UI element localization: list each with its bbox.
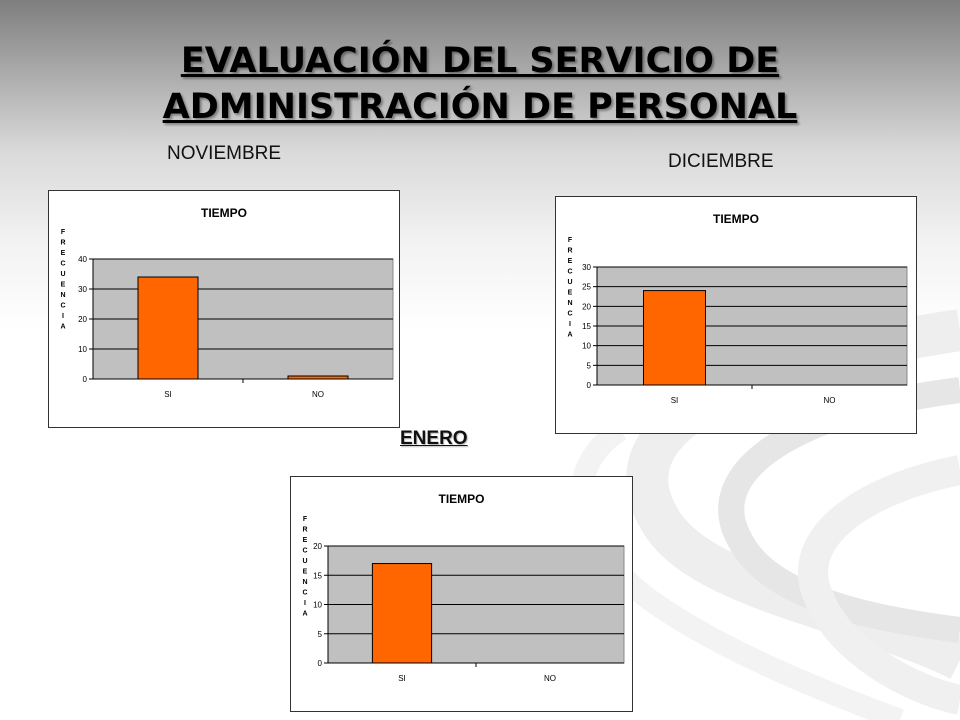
month-label-diciembre: DICIEMBRE	[668, 151, 774, 172]
y-tick-label: 0	[587, 381, 592, 390]
chart-title: TIEMPO	[438, 492, 484, 506]
y-tick-label: 15	[582, 322, 591, 331]
y-axis-label-letter: A	[60, 324, 65, 331]
chart-title: TIEMPO	[201, 206, 247, 220]
bar-si	[137, 276, 199, 380]
x-tick-label: SI	[164, 390, 172, 399]
y-tick-label: 0	[83, 375, 88, 384]
y-axis-label-letter: R	[302, 527, 307, 534]
y-axis-label-letter: N	[302, 579, 307, 586]
y-tick-label: 20	[582, 302, 591, 311]
y-axis-label-letter: E	[303, 537, 308, 544]
y-tick-label: 30	[582, 263, 591, 272]
y-axis-label-letter: R	[60, 240, 65, 247]
month-label-enero: ENERO	[400, 428, 468, 449]
bar-no	[287, 375, 349, 380]
x-tick-label: SI	[671, 396, 679, 405]
y-tick-label: 0	[318, 659, 323, 668]
chart-enero: TIEMPO 0 5 10 15 20 SI NO F R E C U E N C I A	[290, 476, 633, 712]
y-axis-label-letter: A	[567, 332, 572, 339]
y-axis-label-letter: I	[569, 321, 571, 328]
y-tick-label: 10	[313, 601, 322, 610]
y-tick-label: 25	[582, 283, 591, 292]
y-axis-label-letter: N	[60, 292, 65, 299]
y-axis-label-letter: F	[568, 237, 573, 244]
page-title-line-2: ADMINISTRACIÓN DE PERSONAL	[162, 87, 798, 127]
y-axis-label-letter: U	[60, 271, 65, 278]
bar-si	[371, 563, 433, 664]
y-tick-label: 20	[78, 315, 87, 324]
y-axis-label-letter: I	[304, 600, 306, 607]
y-axis-label-letter: C	[302, 590, 307, 597]
y-axis-label-letter: U	[302, 558, 307, 565]
y-axis-label-letter: E	[61, 282, 66, 289]
y-tick-label: 30	[78, 285, 87, 294]
y-axis-label-letter: C	[60, 303, 65, 310]
y-axis-label-letter: F	[303, 516, 308, 523]
y-tick-label: 15	[313, 571, 322, 580]
x-tick-label: SI	[398, 674, 406, 683]
y-axis-label-letter: I	[62, 313, 64, 320]
x-tick-label: NO	[824, 396, 836, 405]
y-axis-label-letter: C	[60, 261, 65, 268]
y-axis-label-letter: C	[567, 311, 572, 318]
y-tick-label: 10	[582, 342, 591, 351]
y-axis-label-letter: A	[302, 611, 307, 618]
y-tick-label: 10	[78, 345, 87, 354]
y-axis-label-letter: C	[302, 548, 307, 555]
y-axis-label-letter: R	[567, 248, 572, 255]
y-axis-label-letter: E	[303, 569, 308, 576]
y-axis-label-letter: E	[568, 290, 573, 297]
x-tick-label: NO	[312, 390, 324, 399]
y-tick-label: 5	[587, 361, 592, 370]
chart-noviembre: TIEMPO 0 10 20 30 40 SI NO F R E C U E N C I A	[48, 190, 400, 428]
bar-si	[643, 290, 706, 386]
x-tick-label: NO	[544, 674, 556, 683]
y-tick-label: 20	[313, 542, 322, 551]
y-axis-label-letter: E	[61, 250, 66, 257]
page-title: EVALUACIÓN DEL SERVICIO DE ADMINISTRACIÓ…	[0, 38, 960, 130]
page-title-line-1: EVALUACIÓN DEL SERVICIO DE	[180, 41, 780, 81]
y-tick-label: 5	[318, 630, 323, 639]
chart-diciembre: TIEMPO 0 5 10 15 20 25 30 SI NO F R E C U E N C I A	[555, 196, 917, 434]
month-label-noviembre: NOVIEMBRE	[167, 143, 282, 164]
y-axis-label-letter: U	[567, 279, 572, 286]
y-axis-label-letter: C	[567, 269, 572, 276]
y-axis-label-letter: E	[568, 258, 573, 265]
y-axis-label-letter: F	[61, 229, 66, 236]
y-tick-label: 40	[78, 255, 87, 264]
y-axis-label-letter: N	[567, 300, 572, 307]
chart-title: TIEMPO	[713, 212, 759, 226]
